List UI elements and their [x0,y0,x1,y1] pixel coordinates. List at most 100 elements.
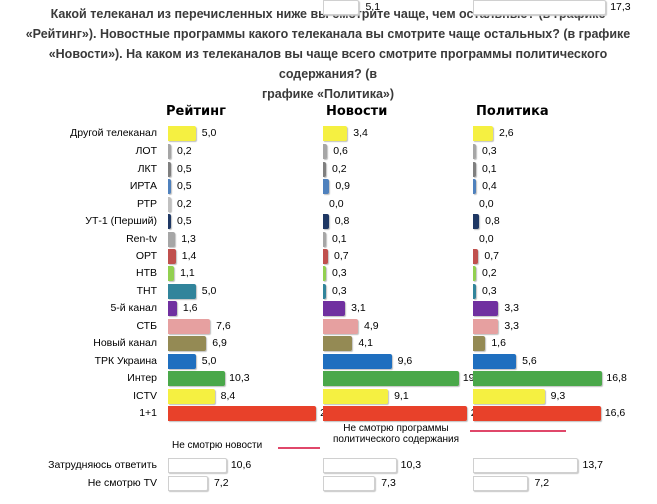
bar-1-16 [168,389,215,404]
bar-3-6 [473,214,480,229]
value-label: 3,3 [504,302,520,314]
value-label: 2,6 [499,127,514,139]
title-line-4: графике «Политика») [261,87,395,101]
bar-3-1 [473,126,494,141]
bar-1-20 [168,476,208,491]
bar-1-4 [168,179,171,194]
bar-1-8 [168,249,176,264]
bar-1-17 [168,406,317,421]
value-label: 0,6 [333,145,348,157]
bar-1-10 [168,284,196,299]
bar-2-11 [323,301,346,316]
value-label: 3,3 [504,320,520,332]
bar-2-7 [323,232,326,247]
bar-3-19 [473,458,579,473]
value-label: 0,3 [332,267,347,279]
value-label: 13,7 [582,459,603,471]
bar-2-13 [323,336,353,351]
value-label: 1,6 [182,302,198,314]
bar-1-19 [168,458,227,473]
no-news-note: Не смотрю новости [170,440,265,451]
bar-1-5 [168,197,171,212]
chart-title-2: Новости [326,104,388,119]
category-label: 1+1 [139,407,157,419]
value-label: 0,5 [177,163,192,175]
value-label: 0,3 [332,285,347,297]
value-label: 0,4 [482,180,497,192]
value-label: 16,8 [606,372,627,384]
panel-divider [465,100,466,495]
value-label: 0,8 [334,215,350,227]
value-label: 7,2 [534,477,550,489]
category-label: Новый канал [93,337,157,349]
category-label: Не смотрю TV [87,477,157,489]
value-label: 9,1 [394,390,409,402]
value-label: 6,9 [212,337,227,349]
category-label: Другой телеканал [70,127,157,139]
bar-1-2 [168,144,171,159]
category-label: СТБ [136,320,157,332]
value-label: 5,0 [201,127,217,139]
bar-2-10 [323,284,326,299]
bar-1-14 [168,354,196,369]
category-label: 5-й канал [110,302,157,314]
bar-3-11 [473,301,499,316]
bar-2-19 [323,458,397,473]
value-label: 3,1 [351,302,366,314]
bar-1-12 [168,319,211,334]
no-politics-note: Не смотрю программы политического содержа… [326,423,466,445]
bar-1-7 [168,232,176,247]
category-label: УТ-1 (Перший) [85,215,157,227]
value-label: 10,3 [229,372,250,384]
category-label: ИРТА [129,180,157,192]
question-title: Какой телеканал из перечисленных ниже вы… [18,4,638,104]
value-label: 17,3 [610,1,631,13]
bar-2-20 [323,476,376,491]
value-label: 0,2 [482,267,497,279]
value-label: 10,3 [400,459,422,471]
value-label: 1,3 [181,233,196,245]
bar-2-8 [323,249,328,264]
category-label: Затрудняюсь ответить [48,459,157,471]
value-label: 0,5 [177,215,192,227]
bar-1-9 [168,266,175,281]
value-label: 7,6 [216,320,231,332]
no-news-line [278,447,320,449]
value-label: 0,3 [482,285,497,297]
category-label: ЛКТ [137,163,157,175]
value-label: 0,2 [332,163,347,175]
bar-2-6 [323,214,329,229]
value-label: 9,3 [550,390,566,402]
value-label: 5,0 [201,355,217,367]
value-label: 0,7 [334,250,349,262]
chart-title-3: Политика [476,104,549,119]
value-label: 1,1 [180,267,195,279]
value-label: 0,1 [332,233,347,245]
bar-3-14 [473,354,517,369]
bar-1-11 [168,301,177,316]
bar-3-15 [473,371,603,386]
bar-2-12 [323,319,359,334]
category-label: РТР [137,198,157,210]
bar-3-18 [473,0,607,15]
value-label: 16,6 [604,407,626,419]
value-label: 0,2 [177,145,192,157]
bar-3-4 [473,179,477,194]
bar-1-3 [168,162,171,177]
value-label: 8,4 [220,390,236,402]
category-label: ТРК Украина [94,355,157,367]
value-label: 9,6 [397,355,413,367]
value-label: 0,3 [482,145,497,157]
value-label: 0,8 [485,215,500,227]
value-label: 7,3 [381,477,396,489]
value-label: 3,4 [353,127,368,139]
bar-2-18 [323,0,360,15]
category-label: Интер [127,372,157,384]
category-label: ICTV [133,390,157,402]
category-label: ТНТ [136,285,157,297]
bar-2-14 [323,354,392,369]
panel-divider [315,100,316,495]
value-label: 4,1 [358,337,373,349]
bar-2-15 [323,371,459,386]
bar-2-1 [323,126,348,141]
